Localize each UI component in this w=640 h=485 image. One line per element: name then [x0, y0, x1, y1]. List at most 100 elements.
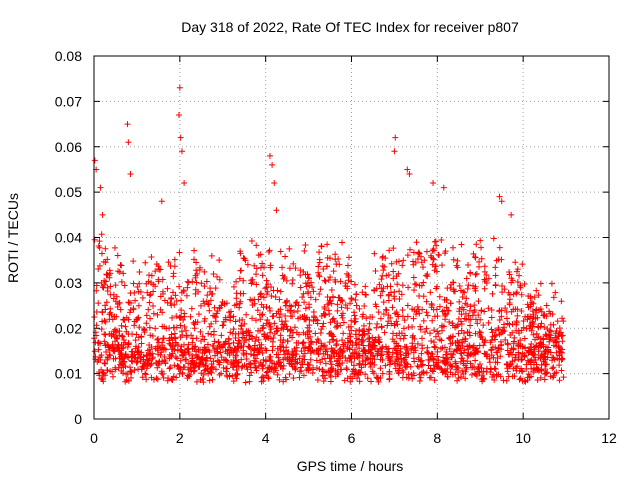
data-point — [176, 370, 183, 377]
data-point — [317, 359, 324, 366]
data-point — [193, 378, 200, 385]
data-point — [293, 344, 300, 351]
data-point — [369, 334, 376, 341]
data-point — [276, 314, 283, 321]
data-point — [187, 364, 194, 371]
data-point — [208, 364, 215, 371]
data-point — [392, 134, 399, 141]
data-point — [248, 277, 255, 284]
data-point — [216, 257, 223, 264]
data-point — [314, 376, 321, 383]
data-point — [271, 180, 278, 187]
data-point — [249, 302, 256, 309]
data-point — [399, 367, 406, 374]
data-point — [312, 330, 319, 337]
data-point — [424, 312, 431, 319]
data-point — [301, 299, 308, 306]
data-point — [255, 336, 262, 343]
data-point — [98, 250, 105, 257]
data-point — [207, 368, 214, 375]
data-point — [277, 288, 284, 295]
data-point — [488, 346, 495, 353]
data-point — [400, 257, 407, 264]
data-point — [456, 308, 463, 315]
data-point — [377, 292, 384, 299]
data-point — [524, 357, 531, 364]
data-point — [211, 346, 218, 353]
data-point — [473, 270, 480, 277]
data-point — [306, 282, 313, 289]
data-point — [247, 361, 254, 368]
data-point — [424, 271, 431, 278]
data-point — [556, 325, 563, 332]
data-point — [156, 266, 163, 273]
data-point — [180, 316, 187, 323]
data-point — [104, 341, 111, 348]
data-point — [359, 332, 366, 339]
data-point — [277, 248, 284, 255]
data-point — [348, 317, 355, 324]
data-point — [385, 297, 392, 304]
data-point — [263, 291, 270, 298]
data-point — [292, 347, 299, 354]
data-point — [540, 343, 547, 350]
data-point — [207, 297, 214, 304]
data-point — [534, 323, 541, 330]
data-point — [373, 324, 380, 331]
data-point — [144, 360, 151, 367]
data-point — [278, 318, 285, 325]
data-point — [356, 378, 363, 385]
data-point — [347, 373, 354, 380]
data-point — [516, 376, 523, 383]
data-point — [348, 295, 355, 302]
data-point — [259, 260, 266, 267]
data-point — [450, 256, 457, 263]
data-point — [537, 340, 544, 347]
data-point — [156, 358, 163, 365]
data-point — [531, 294, 538, 301]
data-point — [521, 352, 528, 359]
data-point — [191, 321, 198, 328]
data-point — [297, 364, 304, 371]
data-point — [340, 319, 347, 326]
data-point — [111, 313, 118, 320]
data-point — [155, 335, 162, 342]
data-point — [546, 336, 553, 343]
data-point — [260, 304, 267, 311]
data-point — [316, 259, 323, 266]
data-point — [169, 289, 176, 296]
data-point — [530, 331, 537, 338]
data-point — [150, 310, 157, 317]
data-point — [111, 244, 118, 251]
data-point — [477, 316, 484, 323]
data-point — [362, 283, 369, 290]
data-point — [289, 334, 296, 341]
data-point — [399, 313, 406, 320]
data-point — [549, 311, 556, 318]
data-point — [404, 302, 411, 309]
data-point — [252, 338, 259, 345]
data-point — [183, 292, 190, 299]
data-point — [439, 308, 446, 315]
data-point — [258, 378, 265, 385]
data-point — [352, 315, 359, 322]
data-point — [104, 256, 111, 263]
data-point — [437, 345, 444, 352]
data-point — [229, 373, 236, 380]
data-point — [533, 367, 540, 374]
data-point — [328, 287, 335, 294]
data-point — [409, 306, 416, 313]
data-point — [148, 343, 155, 350]
data-point — [458, 327, 465, 334]
data-point — [533, 361, 540, 368]
data-point — [240, 343, 247, 350]
data-point — [557, 348, 564, 355]
data-point — [134, 284, 141, 291]
data-point — [118, 262, 125, 269]
data-point — [334, 320, 341, 327]
data-point — [330, 365, 337, 372]
data-point — [425, 350, 432, 357]
data-point — [512, 364, 519, 371]
data-point — [443, 297, 450, 304]
data-point — [365, 326, 372, 333]
